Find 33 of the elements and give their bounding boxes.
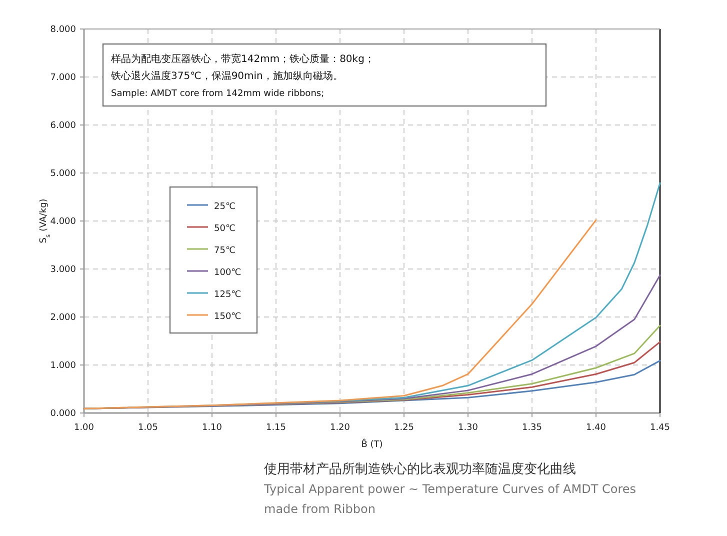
legend-label: 75℃ — [214, 246, 236, 256]
x-tick-label: 1.40 — [586, 423, 606, 433]
x-tick-label: 1.35 — [522, 423, 542, 433]
y-tick-label: 6.000 — [50, 121, 76, 131]
text: Typical Apparent power ~ Temperature Curves of AMDT Cores — [263, 482, 636, 496]
x-tick-label: 1.05 — [138, 423, 158, 433]
y-tick-label: 2.000 — [50, 313, 76, 323]
legend-label: 125℃ — [214, 290, 242, 300]
y-tick-label: 7.000 — [50, 73, 76, 83]
y-tick-label: 1.000 — [50, 361, 76, 371]
annotation: 样品为配电变压器铁心，带宽142mm；铁心质量：80kg； — [111, 53, 374, 65]
legend-label: 150℃ — [214, 312, 242, 322]
annotation: 铁心退火温度375℃，保温90min，施加纵向磁场。 — [110, 70, 343, 82]
y-tick-label: 3.000 — [50, 265, 76, 275]
note: 样品为配电变压器铁心，带宽142mm；铁心质量：80kg； 铁心退火温度375℃，保温90min，施加纵向磁场。 Sample: AMDT core from 142mm wide ribbons; — [102, 44, 546, 106]
x-tick-label: 1.45 — [650, 423, 670, 433]
y-tick-label: 0.000 — [50, 409, 76, 419]
x-tick-label: 1.30 — [458, 423, 478, 433]
legend-label: 50℃ — [214, 224, 236, 234]
text: made from Ribbon — [264, 502, 376, 516]
y-tick-label: 4.000 — [50, 217, 76, 227]
x-tick-label: 1.20 — [330, 423, 350, 433]
x-tick-label: 1.25 — [394, 423, 414, 433]
y-tick-label: 8.000 — [50, 25, 76, 35]
x-axis-title: B̂ (T) — [361, 438, 383, 450]
text: 使用带材产品所制造铁心的比表观功率随温度变化曲线 — [264, 461, 576, 477]
annotation: Sample: AMDT core from 142mm wide ribbons; — [111, 89, 324, 99]
x-tick-label: 1.00 — [74, 423, 94, 433]
legend-label: 100℃ — [214, 268, 242, 278]
x-tick-label: 1.15 — [266, 423, 286, 433]
y-tick-label: 5.000 — [50, 169, 76, 179]
legend-label: 25℃ — [214, 202, 236, 212]
x-tick-label: 1.10 — [202, 423, 222, 433]
